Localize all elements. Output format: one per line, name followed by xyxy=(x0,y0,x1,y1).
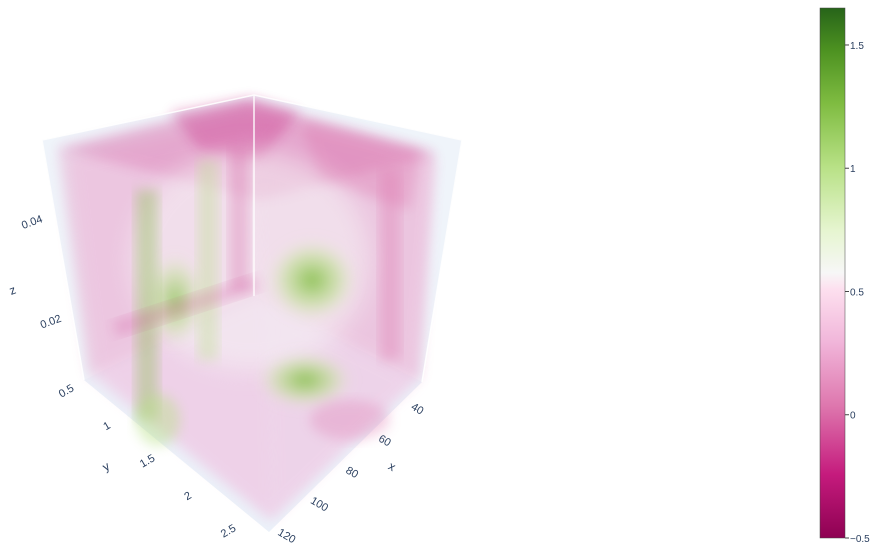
x-tick-label: 40 xyxy=(409,401,426,418)
colorbar-tick-label: 1.5 xyxy=(850,41,864,52)
x-tick-label: 60 xyxy=(376,433,393,450)
colorbar-tick-label: 1 xyxy=(850,164,856,175)
x-axis-title: x xyxy=(386,459,398,474)
volume-surfaces xyxy=(56,98,436,520)
y-tick-label: 1 xyxy=(101,420,112,433)
y-tick-label: 2.5 xyxy=(219,522,238,540)
colorbar-tick-label: 0.5 xyxy=(850,287,864,298)
y-tick-label: 0.5 xyxy=(57,382,76,400)
scene-box-edges xyxy=(41,94,463,383)
z-axis: 0.02 0.04 z xyxy=(7,213,63,331)
colorbar-tick-label: 0 xyxy=(850,411,856,422)
x-tick-label: 100 xyxy=(308,495,330,515)
colorbar: −0.5 0 0.5 1 1.5 xyxy=(819,7,870,543)
y-tick-label: 2 xyxy=(182,490,193,503)
colorbar-tick-label: −0.5 xyxy=(850,534,870,543)
y-tick-label: 1.5 xyxy=(138,452,157,470)
x-tick-label: 80 xyxy=(344,465,361,482)
x-tick-label: 120 xyxy=(276,527,298,543)
z-tick-label: 0.02 xyxy=(39,313,63,332)
y-axis-title: y xyxy=(100,459,112,474)
z-axis-title: z xyxy=(7,283,17,298)
colorbar-fill xyxy=(819,7,846,539)
z-tick-label: 0.04 xyxy=(20,213,44,232)
